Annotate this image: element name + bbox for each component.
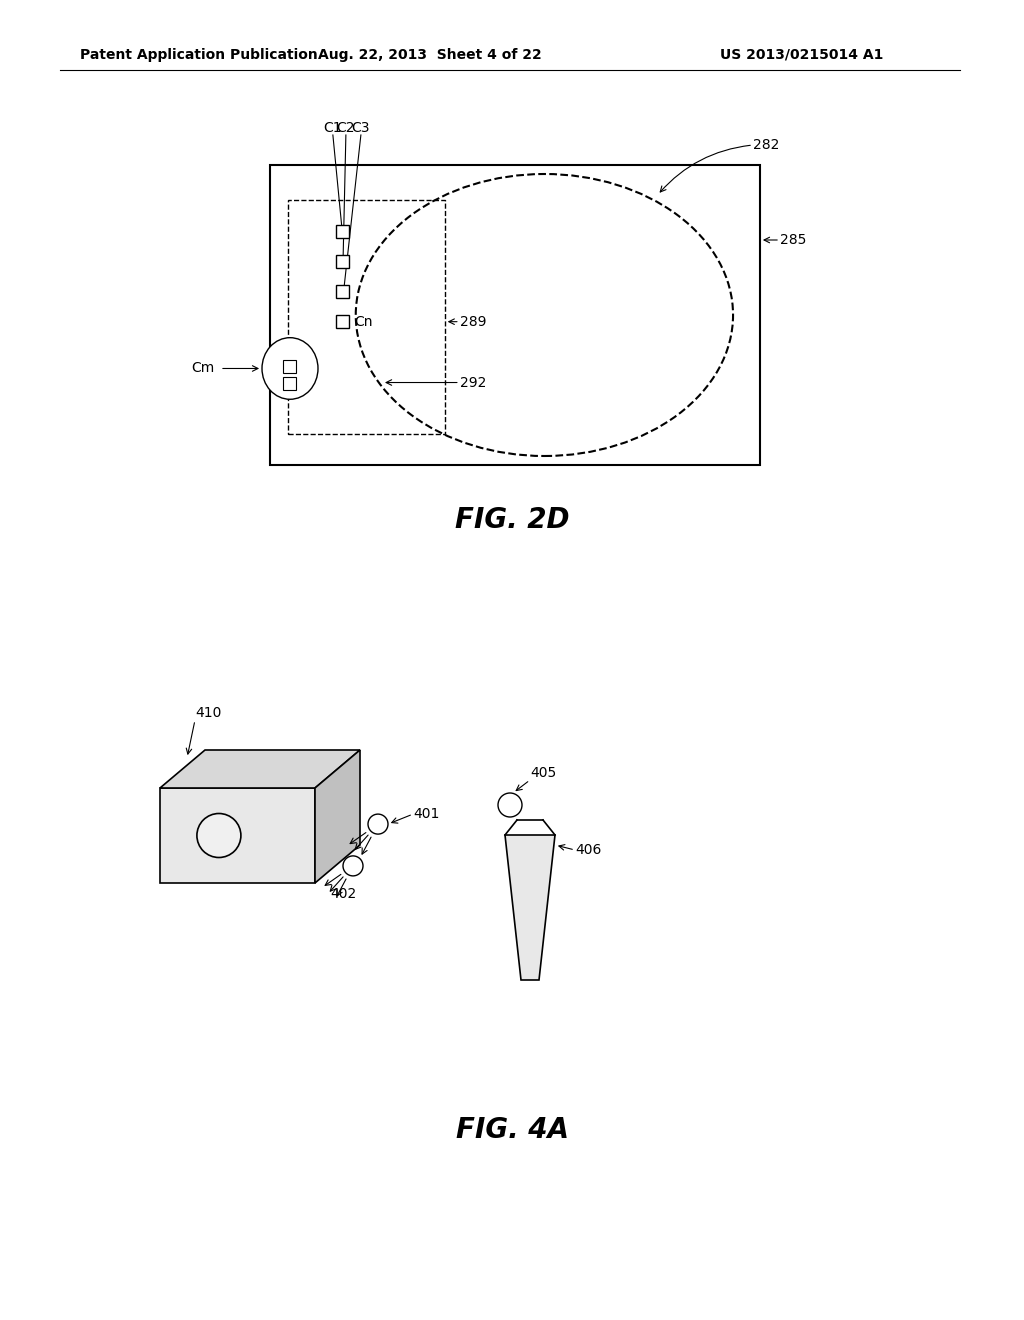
Bar (288, 201, 444, 434)
Ellipse shape (498, 793, 522, 817)
Ellipse shape (262, 338, 318, 399)
Text: C3: C3 (351, 121, 370, 135)
Ellipse shape (343, 855, 362, 876)
Text: 401: 401 (413, 807, 439, 821)
Bar (336, 224, 349, 238)
Text: 410: 410 (195, 706, 221, 719)
Text: 406: 406 (575, 843, 601, 857)
Ellipse shape (368, 814, 388, 834)
Bar (336, 285, 349, 298)
Text: 285: 285 (780, 234, 806, 247)
Polygon shape (315, 750, 360, 883)
Text: 292: 292 (460, 375, 486, 389)
Text: Cm: Cm (191, 362, 215, 375)
Bar (336, 255, 349, 268)
Bar (336, 315, 349, 327)
Text: 289: 289 (460, 314, 486, 329)
Text: 402: 402 (330, 887, 356, 900)
Text: 405: 405 (530, 766, 556, 780)
Polygon shape (505, 836, 555, 979)
Text: US 2013/0215014 A1: US 2013/0215014 A1 (720, 48, 884, 62)
Text: 282: 282 (753, 139, 779, 152)
Text: Cn: Cn (354, 314, 373, 329)
Text: C2: C2 (337, 121, 355, 135)
Bar (283, 378, 296, 391)
Text: Patent Application Publication: Patent Application Publication (80, 48, 317, 62)
Text: FIG. 2D: FIG. 2D (455, 506, 569, 535)
Text: C1: C1 (324, 121, 342, 135)
Polygon shape (160, 750, 360, 788)
Bar (283, 360, 296, 374)
Text: Aug. 22, 2013  Sheet 4 of 22: Aug. 22, 2013 Sheet 4 of 22 (318, 48, 542, 62)
Ellipse shape (197, 813, 241, 858)
Polygon shape (160, 788, 315, 883)
Text: FIG. 4A: FIG. 4A (456, 1115, 568, 1144)
Bar (270, 165, 760, 465)
